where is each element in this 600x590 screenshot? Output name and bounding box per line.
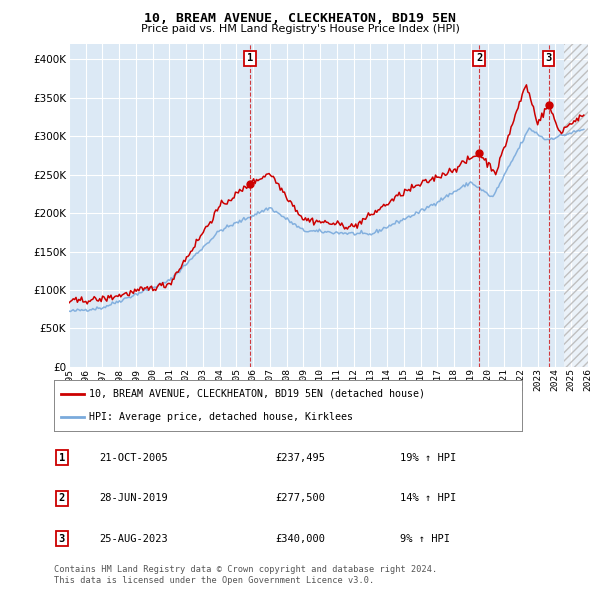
Text: 2: 2 [59, 493, 65, 503]
Text: HPI: Average price, detached house, Kirklees: HPI: Average price, detached house, Kirk… [89, 412, 353, 422]
Text: Price paid vs. HM Land Registry's House Price Index (HPI): Price paid vs. HM Land Registry's House … [140, 24, 460, 34]
Text: 9% ↑ HPI: 9% ↑ HPI [400, 534, 450, 544]
Text: 28-JUN-2019: 28-JUN-2019 [99, 493, 167, 503]
Text: 10, BREAM AVENUE, CLECKHEATON, BD19 5EN: 10, BREAM AVENUE, CLECKHEATON, BD19 5EN [144, 12, 456, 25]
Text: 3: 3 [59, 534, 65, 544]
Text: £340,000: £340,000 [276, 534, 326, 544]
Text: 19% ↑ HPI: 19% ↑ HPI [400, 453, 456, 463]
Text: 3: 3 [545, 53, 552, 63]
Bar [564, 44, 588, 367]
Text: Contains HM Land Registry data © Crown copyright and database right 2024.
This d: Contains HM Land Registry data © Crown c… [54, 565, 437, 585]
Text: £277,500: £277,500 [276, 493, 326, 503]
Text: 14% ↑ HPI: 14% ↑ HPI [400, 493, 456, 503]
Text: 1: 1 [59, 453, 65, 463]
Text: 25-AUG-2023: 25-AUG-2023 [99, 534, 167, 544]
Text: £237,495: £237,495 [276, 453, 326, 463]
Bar [564, 44, 588, 367]
Text: 2: 2 [476, 53, 482, 63]
Text: 1: 1 [247, 53, 253, 63]
Text: 21-OCT-2005: 21-OCT-2005 [99, 453, 167, 463]
Text: 10, BREAM AVENUE, CLECKHEATON, BD19 5EN (detached house): 10, BREAM AVENUE, CLECKHEATON, BD19 5EN … [89, 389, 425, 399]
